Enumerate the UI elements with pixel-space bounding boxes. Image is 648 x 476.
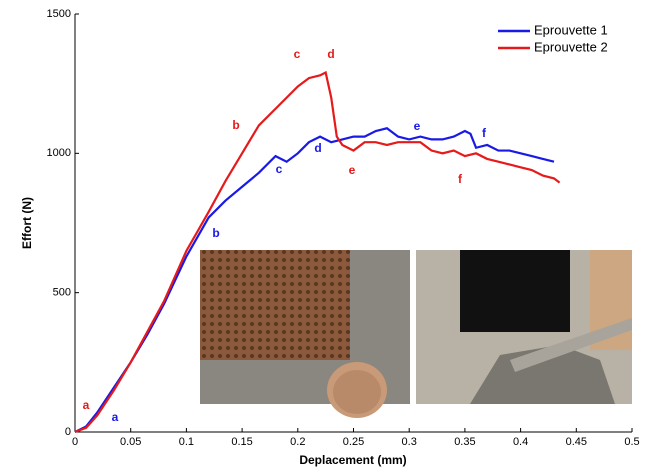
x-tick-label: 0.1 xyxy=(179,436,194,448)
series-line xyxy=(74,70,561,434)
y-tick-label: 1500 xyxy=(47,8,71,20)
x-tick-label: 0.05 xyxy=(120,436,141,448)
photo-left xyxy=(200,250,410,418)
x-tick-label: 0.15 xyxy=(231,436,252,448)
photo-right xyxy=(416,250,632,404)
point-label: d xyxy=(327,47,334,61)
point-label: a xyxy=(112,410,119,424)
x-tick-label: 0.45 xyxy=(566,436,587,448)
series-line xyxy=(74,127,555,433)
y-tick-label: 1000 xyxy=(47,147,71,159)
x-tick-label: 0.35 xyxy=(454,436,475,448)
x-tick-label: 0.4 xyxy=(513,436,528,448)
y-tick-label: 0 xyxy=(65,426,71,438)
x-tick-label: 0.3 xyxy=(402,436,417,448)
point-label: c xyxy=(294,47,301,61)
legend-label: Eprouvette 2 xyxy=(534,39,608,54)
point-label: f xyxy=(482,126,487,140)
point-label: e xyxy=(349,163,356,177)
point-label: c xyxy=(276,162,283,176)
x-tick-label: 0 xyxy=(72,436,78,448)
legend-label: Eprouvette 1 xyxy=(534,22,608,37)
y-axis-label: Effort (N) xyxy=(20,197,34,249)
point-label: b xyxy=(232,118,239,132)
x-axis-label: Deplacement (mm) xyxy=(299,453,406,467)
x-tick-label: 0.5 xyxy=(624,436,639,448)
point-label: d xyxy=(314,141,321,155)
point-label: a xyxy=(83,398,90,412)
y-tick-label: 500 xyxy=(53,287,71,299)
point-label: b xyxy=(212,226,219,240)
point-label: f xyxy=(458,172,463,186)
point-label: e xyxy=(414,119,421,133)
x-tick-label: 0.2 xyxy=(290,436,305,448)
x-tick-label: 0.25 xyxy=(343,436,364,448)
